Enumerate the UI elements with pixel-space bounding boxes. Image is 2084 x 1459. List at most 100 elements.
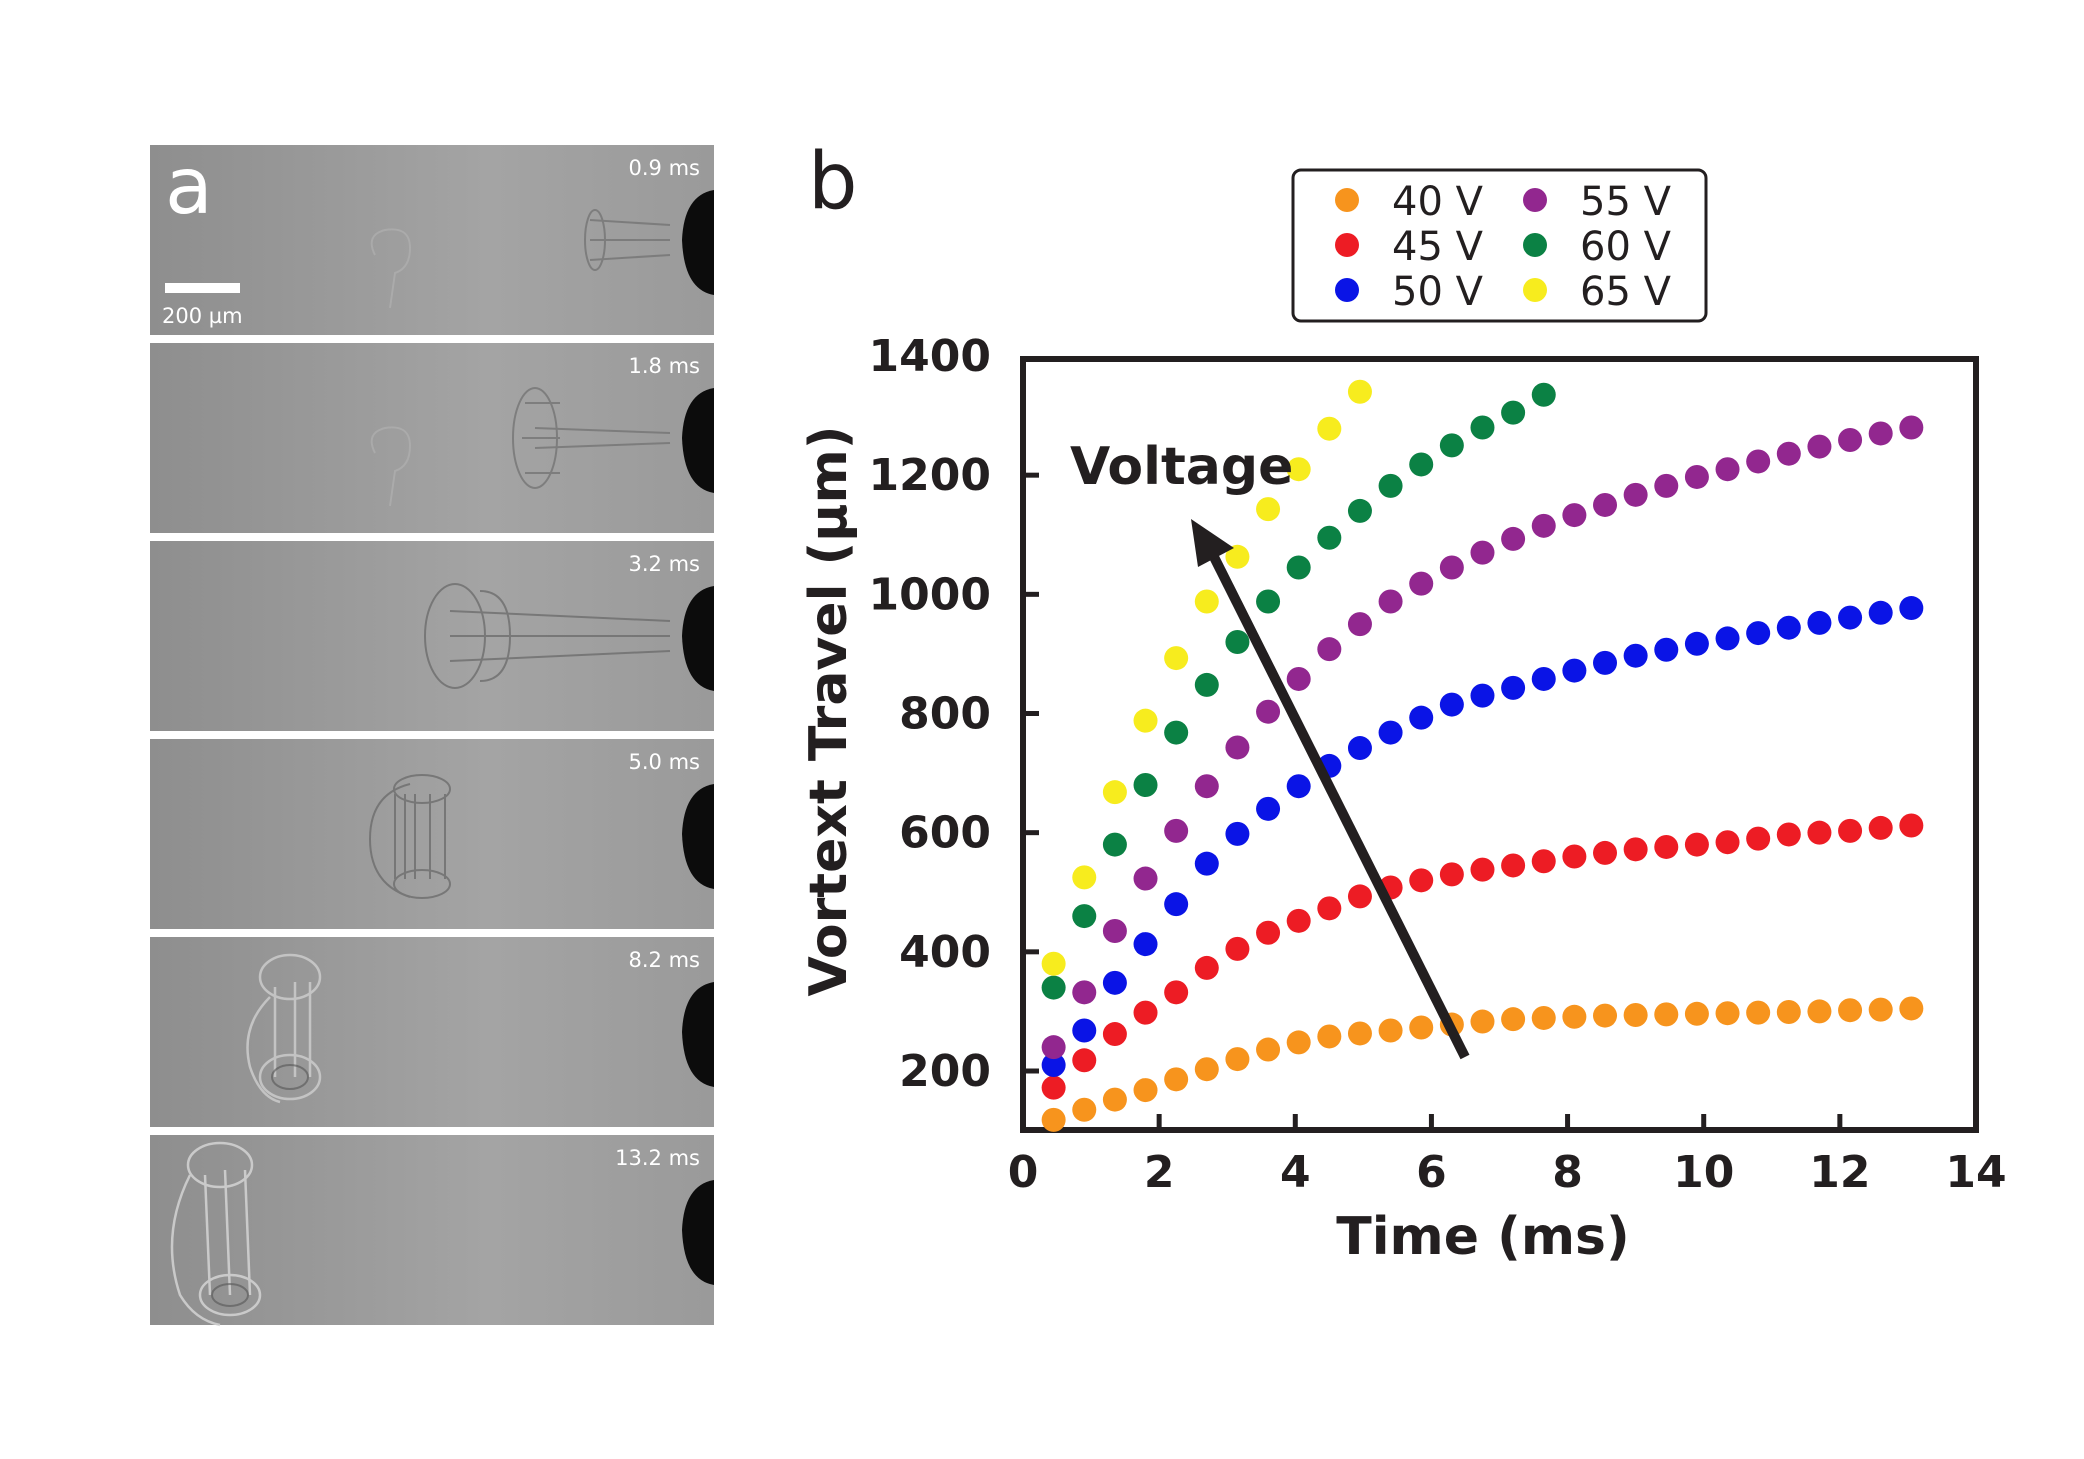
data-point — [1164, 1067, 1189, 1092]
data-point — [1286, 666, 1311, 691]
data-point — [1868, 815, 1893, 840]
data-point — [1194, 851, 1219, 876]
frame-time-label: 3.2 ms — [629, 552, 700, 576]
y-tick-label: 1400 — [869, 331, 991, 382]
data-point — [1838, 818, 1863, 843]
data-point — [1194, 589, 1219, 614]
data-point — [1194, 774, 1219, 799]
x-axis-title: Time (ms) — [1336, 1207, 1630, 1267]
data-point — [1102, 832, 1127, 857]
micrograph-frame: 0.9 ms a 200 µm — [150, 142, 714, 335]
data-point — [1133, 1000, 1158, 1025]
y-tick-label: 600 — [899, 808, 991, 859]
data-point — [1501, 1007, 1526, 1032]
data-point — [1378, 1018, 1403, 1043]
data-point — [1593, 1003, 1618, 1028]
data-point — [1838, 605, 1863, 630]
legend-label: 45 V — [1392, 224, 1484, 270]
data-point — [1776, 1000, 1801, 1025]
data-point — [1501, 400, 1526, 425]
data-point — [1317, 525, 1342, 550]
data-point — [1225, 630, 1250, 654]
data-point — [1286, 774, 1311, 799]
frame-time-label: 13.2 ms — [615, 1146, 700, 1170]
data-point — [1439, 862, 1464, 887]
data-point — [1715, 830, 1740, 855]
panel-a-label: a — [165, 142, 213, 232]
frame-time-label: 1.8 ms — [629, 354, 700, 378]
legend-box — [1291, 168, 1708, 323]
series-60v — [1041, 382, 1556, 1000]
legend-label: 65 V — [1580, 269, 1672, 315]
x-tick-label: 12 — [1809, 1147, 1870, 1198]
data-point — [1317, 416, 1342, 441]
data-point — [1317, 637, 1342, 662]
data-point — [1807, 820, 1832, 845]
data-point — [1899, 415, 1924, 440]
data-point — [1470, 683, 1495, 708]
data-point — [1807, 999, 1832, 1024]
data-point — [1684, 1001, 1709, 1026]
voltage-arrow — [1191, 519, 1470, 1060]
data-point — [1623, 482, 1648, 507]
micrograph-frame: 1.8 ms — [150, 343, 714, 533]
data-point — [1593, 840, 1618, 865]
data-point — [1194, 955, 1219, 980]
data-point — [1256, 1037, 1281, 1062]
legend-label: 55 V — [1580, 179, 1672, 225]
data-point — [1470, 1009, 1495, 1034]
data-point — [1470, 857, 1495, 882]
data-point — [1164, 818, 1189, 843]
legend-marker — [1523, 278, 1547, 302]
data-point — [1072, 1048, 1097, 1073]
data-point — [1256, 589, 1281, 614]
series-65v — [1041, 379, 1372, 976]
data-point — [1409, 705, 1434, 730]
data-point — [1347, 379, 1372, 404]
legend-marker — [1335, 233, 1359, 257]
data-point — [1899, 813, 1924, 838]
data-point — [1654, 834, 1679, 859]
chart-legend: 40 V45 V50 V 55 V60 V65 V — [1291, 168, 1708, 323]
y-axis-title: Vortext Travel (µm) — [799, 426, 859, 997]
data-point — [1041, 1107, 1066, 1132]
data-point — [1041, 975, 1066, 1000]
data-point — [1531, 666, 1556, 691]
data-point — [1347, 1021, 1372, 1046]
data-point — [1501, 526, 1526, 551]
data-point — [1409, 868, 1434, 893]
data-point — [1409, 571, 1434, 596]
data-point — [1102, 970, 1127, 995]
x-tick-label: 14 — [1945, 1147, 2006, 1198]
data-point — [1133, 932, 1158, 957]
data-point — [1164, 980, 1189, 1005]
data-point — [1439, 692, 1464, 717]
data-point — [1746, 1000, 1771, 1025]
data-point — [1684, 464, 1709, 489]
x-tick-label: 10 — [1673, 1147, 1734, 1198]
data-point — [1501, 675, 1526, 700]
data-point — [1531, 382, 1556, 407]
y-tick-label: 200 — [899, 1046, 991, 1097]
data-point — [1164, 720, 1189, 745]
data-point — [1378, 720, 1403, 745]
data-point — [1684, 832, 1709, 857]
data-point — [1286, 1030, 1311, 1055]
data-point — [1593, 492, 1618, 517]
data-point — [1256, 920, 1281, 945]
data-point — [1164, 892, 1189, 917]
data-point — [1256, 699, 1281, 724]
data-point — [1072, 1018, 1097, 1043]
data-point — [1225, 821, 1250, 846]
data-point — [1317, 896, 1342, 921]
data-point — [1654, 637, 1679, 662]
data-point — [1225, 1047, 1250, 1072]
data-point — [1347, 884, 1372, 909]
micrograph-frame: 3.2 ms — [150, 541, 714, 731]
data-point — [1378, 589, 1403, 614]
data-point — [1838, 998, 1863, 1023]
data-point — [1072, 980, 1097, 1005]
data-point — [1286, 555, 1311, 580]
data-point — [1378, 473, 1403, 498]
y-tick-label: 1000 — [869, 569, 991, 620]
